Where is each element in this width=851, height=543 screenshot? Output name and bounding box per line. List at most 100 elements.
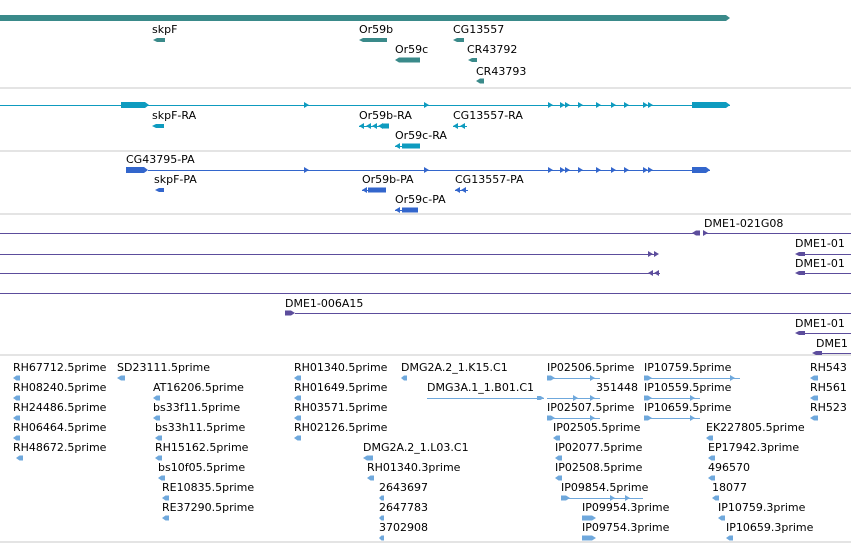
- est-block[interactable]: [294, 395, 301, 401]
- est-block[interactable]: [13, 415, 20, 421]
- strand-arrow[interactable]: [560, 167, 565, 173]
- clone-label[interactable]: DME1: [816, 337, 848, 350]
- est-label[interactable]: IP10759.3prime: [718, 501, 806, 514]
- strand-arrow[interactable]: [548, 167, 553, 173]
- strand-arrow[interactable]: [690, 415, 695, 421]
- gene-label[interactable]: skpF: [152, 23, 178, 36]
- strand-arrow[interactable]: [461, 187, 466, 193]
- est-label[interactable]: bs10f05.5prime: [158, 461, 246, 474]
- est-block[interactable]: [537, 396, 544, 400]
- est-label[interactable]: IP02507.5prime: [547, 401, 635, 414]
- est-label[interactable]: RH02126.5prime: [294, 421, 388, 434]
- strand-arrow[interactable]: [654, 251, 659, 257]
- est-label[interactable]: IP10659.5prime: [644, 401, 732, 414]
- gene-label[interactable]: Or59b: [359, 23, 394, 36]
- strand-arrow[interactable]: [460, 123, 465, 129]
- est-block[interactable]: [155, 455, 162, 461]
- est-block[interactable]: [153, 415, 160, 421]
- strand-arrow[interactable]: [654, 270, 659, 276]
- est-label[interactable]: IP02077.5prime: [555, 441, 643, 454]
- est-block[interactable]: [706, 435, 713, 441]
- est-block[interactable]: [379, 515, 384, 521]
- est-block[interactable]: [810, 415, 818, 421]
- est-label[interactable]: RH01340.5prime: [294, 361, 388, 374]
- est-label[interactable]: 2647783: [379, 501, 428, 514]
- est-block[interactable]: [294, 435, 301, 441]
- strand-arrow[interactable]: [690, 395, 695, 401]
- est-label[interactable]: RH24486.5prime: [13, 401, 107, 414]
- est-block[interactable]: [379, 535, 384, 541]
- est-label[interactable]: bs33h11.5prime: [155, 421, 246, 434]
- est-block[interactable]: [294, 375, 301, 381]
- est-label[interactable]: 18077: [712, 481, 747, 494]
- strand-arrow[interactable]: [424, 102, 429, 108]
- est-block[interactable]: [117, 375, 125, 381]
- est-label[interactable]: DMG3A.1_1.B01.C1: [427, 381, 535, 394]
- cds-block[interactable]: [155, 188, 164, 192]
- est-block[interactable]: [162, 515, 169, 521]
- exon-block[interactable]: [152, 124, 164, 128]
- clone-end[interactable]: [812, 351, 822, 355]
- est-block[interactable]: [162, 495, 169, 501]
- est-block[interactable]: [726, 535, 733, 541]
- est-block[interactable]: [153, 395, 160, 401]
- est-label[interactable]: bs33f11.5prime: [153, 401, 241, 414]
- strand-arrow[interactable]: [578, 102, 583, 108]
- gene-block[interactable]: [359, 38, 387, 42]
- strand-arrow[interactable]: [565, 102, 570, 108]
- est-label[interactable]: RH08240.5prime: [13, 381, 107, 394]
- strand-arrow[interactable]: [611, 167, 616, 173]
- strand-arrow[interactable]: [643, 167, 648, 173]
- strand-arrow[interactable]: [625, 495, 630, 501]
- strand-arrow[interactable]: [648, 102, 653, 108]
- strand-arrow[interactable]: [304, 102, 309, 108]
- est-block[interactable]: [379, 495, 384, 501]
- est-label[interactable]: RH67712.5prime: [13, 361, 107, 374]
- strand-arrow[interactable]: [610, 495, 615, 501]
- est-label[interactable]: RE37290.5prime: [162, 501, 255, 514]
- est-block[interactable]: [555, 475, 562, 481]
- strand-arrow[interactable]: [648, 270, 653, 276]
- est-block[interactable]: [810, 395, 818, 401]
- strand-arrow[interactable]: [548, 102, 553, 108]
- gene-span-block[interactable]: [0, 15, 730, 21]
- est-label[interactable]: DMG2A.2_1.K15.C1: [401, 361, 508, 374]
- protein-label[interactable]: CG13557-PA: [455, 173, 524, 186]
- clone-label[interactable]: DME1-01: [795, 317, 845, 330]
- est-block[interactable]: [718, 515, 725, 521]
- est-label[interactable]: DMG2A.2_1.L03.C1: [363, 441, 469, 454]
- strand-arrow[interactable]: [424, 167, 429, 173]
- strand-arrow[interactable]: [590, 415, 595, 421]
- cds-block[interactable]: [368, 187, 386, 193]
- strand-arrow[interactable]: [304, 167, 309, 173]
- strand-arrow[interactable]: [596, 167, 601, 173]
- est-label[interactable]: IP09754.3prime: [582, 521, 670, 534]
- est-block[interactable]: [158, 475, 165, 481]
- est-block[interactable]: [810, 375, 818, 381]
- strand-arrow[interactable]: [455, 187, 460, 193]
- strand-arrow[interactable]: [590, 395, 595, 401]
- gene-label[interactable]: CR43792: [467, 43, 518, 56]
- strand-arrow[interactable]: [372, 123, 377, 129]
- gene-block[interactable]: [453, 38, 464, 42]
- strand-arrow[interactable]: [590, 375, 595, 381]
- est-label[interactable]: RE10835.5prime: [162, 481, 255, 494]
- est-block[interactable]: [582, 515, 596, 521]
- strand-arrow[interactable]: [596, 102, 601, 108]
- est-label[interactable]: 2643697: [379, 481, 428, 494]
- est-label[interactable]: RH06464.5prime: [13, 421, 107, 434]
- est-label[interactable]: IP09854.5prime: [561, 481, 649, 494]
- protein-label[interactable]: Or59c-PA: [395, 193, 446, 206]
- protein-label[interactable]: Or59b-PA: [362, 173, 414, 186]
- strand-arrow[interactable]: [648, 251, 653, 257]
- est-block[interactable]: [708, 475, 715, 481]
- est-label[interactable]: RH15162.5prime: [155, 441, 249, 454]
- clone-end[interactable]: [795, 271, 805, 275]
- est-label[interactable]: EK227805.5prime: [706, 421, 805, 434]
- strand-arrow[interactable]: [573, 395, 578, 401]
- gene-block[interactable]: [153, 38, 165, 42]
- clone-label[interactable]: DME1-01: [795, 237, 845, 250]
- strand-arrow[interactable]: [703, 230, 708, 236]
- est-block[interactable]: [13, 375, 20, 381]
- est-label[interactable]: RH543: [810, 361, 847, 374]
